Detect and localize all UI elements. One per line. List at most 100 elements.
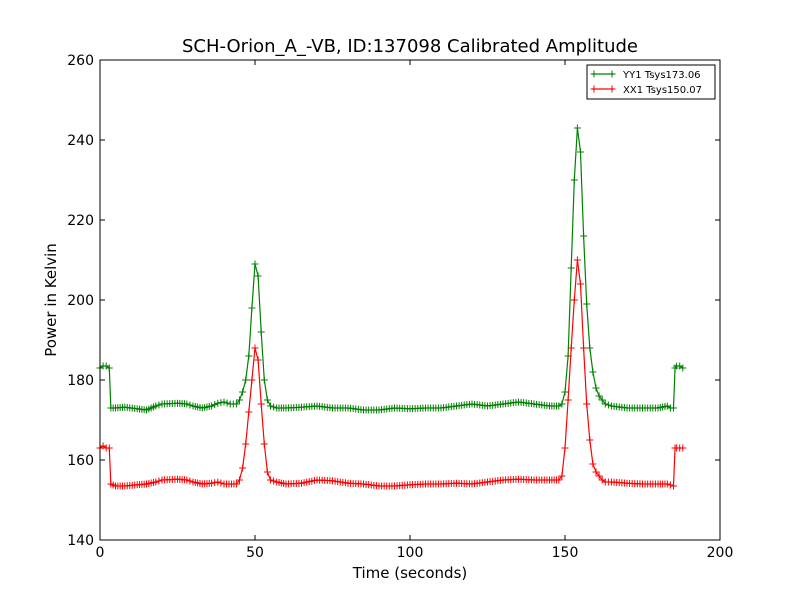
data-point: [254, 356, 262, 364]
data-point: [211, 479, 219, 487]
data-point: [208, 479, 216, 487]
data-point: [267, 476, 274, 484]
y-axis-title: Power in Kelvin: [42, 243, 60, 357]
legend-marker: [590, 85, 598, 93]
series-1: [96, 124, 687, 414]
series-line: [99, 127, 684, 411]
data-point: [564, 396, 572, 404]
y-tick-label: 160: [67, 453, 94, 469]
data-point: [257, 400, 265, 408]
data-point: [601, 400, 609, 408]
x-tick-label: 150: [552, 545, 579, 561]
data-point: [254, 272, 262, 280]
data-point: [211, 401, 219, 409]
plot-area: [96, 124, 687, 490]
data-point: [251, 260, 259, 268]
legend-marker: [590, 70, 598, 78]
data-point: [248, 304, 256, 312]
data-point: [155, 477, 163, 485]
data-point: [679, 444, 687, 452]
data-point: [232, 400, 240, 408]
data-point: [183, 400, 191, 408]
data-point: [183, 476, 191, 484]
data-point: [567, 344, 575, 352]
series-2: [96, 256, 687, 490]
data-point: [577, 280, 584, 288]
data-point: [208, 402, 216, 410]
data-point: [263, 396, 271, 404]
data-point: [598, 396, 606, 404]
data-point: [260, 376, 268, 384]
data-point: [577, 148, 584, 156]
data-point: [670, 482, 677, 490]
legend: YY1 Tsys173.06 XX1 Tsys150.07: [586, 64, 716, 100]
data-point: [105, 444, 113, 452]
legend-box: [586, 64, 716, 100]
data-point: [589, 460, 597, 468]
data-point: [589, 368, 597, 376]
data-point: [232, 480, 240, 488]
data-point: [670, 404, 677, 412]
data-point: [186, 477, 194, 485]
y-tick-label: 260: [67, 53, 94, 69]
data-point: [242, 376, 250, 384]
data-point: [214, 399, 222, 407]
data-point: [679, 364, 687, 372]
y-tick-label: 220: [67, 213, 94, 229]
series-line: [99, 259, 683, 487]
data-point: [561, 388, 569, 396]
data-point: [239, 388, 247, 396]
data-point: [570, 176, 578, 184]
data-point: [220, 398, 228, 406]
data-point: [248, 376, 256, 384]
x-tick-label: 0: [96, 545, 105, 561]
axis-ticks: 0 50 100 150 200 140 160 180 200 220 240 260: [67, 53, 733, 561]
data-point: [236, 476, 243, 484]
x-axis-title: Time (seconds): [352, 564, 468, 582]
data-point: [236, 396, 243, 404]
data-point: [580, 344, 588, 352]
data-point: [155, 401, 163, 409]
data-point: [558, 400, 566, 408]
y-tick-label: 140: [67, 533, 94, 549]
data-point: [257, 328, 265, 336]
data-point: [555, 476, 563, 484]
data-point: [586, 344, 594, 352]
data-point: [595, 472, 603, 480]
data-point: [573, 124, 581, 132]
data-point: [583, 400, 591, 408]
data-point: [214, 478, 222, 486]
data-point: [223, 399, 231, 407]
data-point: [239, 464, 247, 472]
data-point: [570, 296, 578, 304]
data-point: [105, 364, 113, 372]
data-point: [186, 401, 194, 409]
data-point: [245, 408, 253, 416]
data-point: [558, 472, 566, 480]
data-point: [270, 477, 278, 485]
x-tick-label: 200: [707, 545, 734, 561]
y-tick-label: 180: [67, 373, 94, 389]
legend-item: XX1 Tsys150.07: [590, 85, 702, 96]
data-point: [251, 344, 259, 352]
data-point: [242, 440, 250, 448]
data-point: [666, 481, 674, 489]
data-point: [604, 401, 612, 409]
x-tick-label: 50: [246, 545, 264, 561]
data-point: [267, 402, 274, 410]
legend-marker: [608, 70, 616, 78]
data-point: [663, 480, 671, 488]
x-tick-label: 100: [397, 545, 424, 561]
data-point: [592, 384, 600, 392]
data-point: [592, 468, 600, 476]
data-point: [217, 399, 225, 407]
data-point: [263, 468, 271, 476]
chart-title: SCH-Orion_A_-VB, ID:137098 Calibrated Am…: [182, 36, 638, 57]
legend-marker: [608, 85, 616, 93]
data-point: [567, 264, 575, 272]
data-point: [561, 444, 569, 452]
data-point: [595, 392, 603, 400]
legend-item: YY1 Tsys173.06: [590, 70, 701, 81]
